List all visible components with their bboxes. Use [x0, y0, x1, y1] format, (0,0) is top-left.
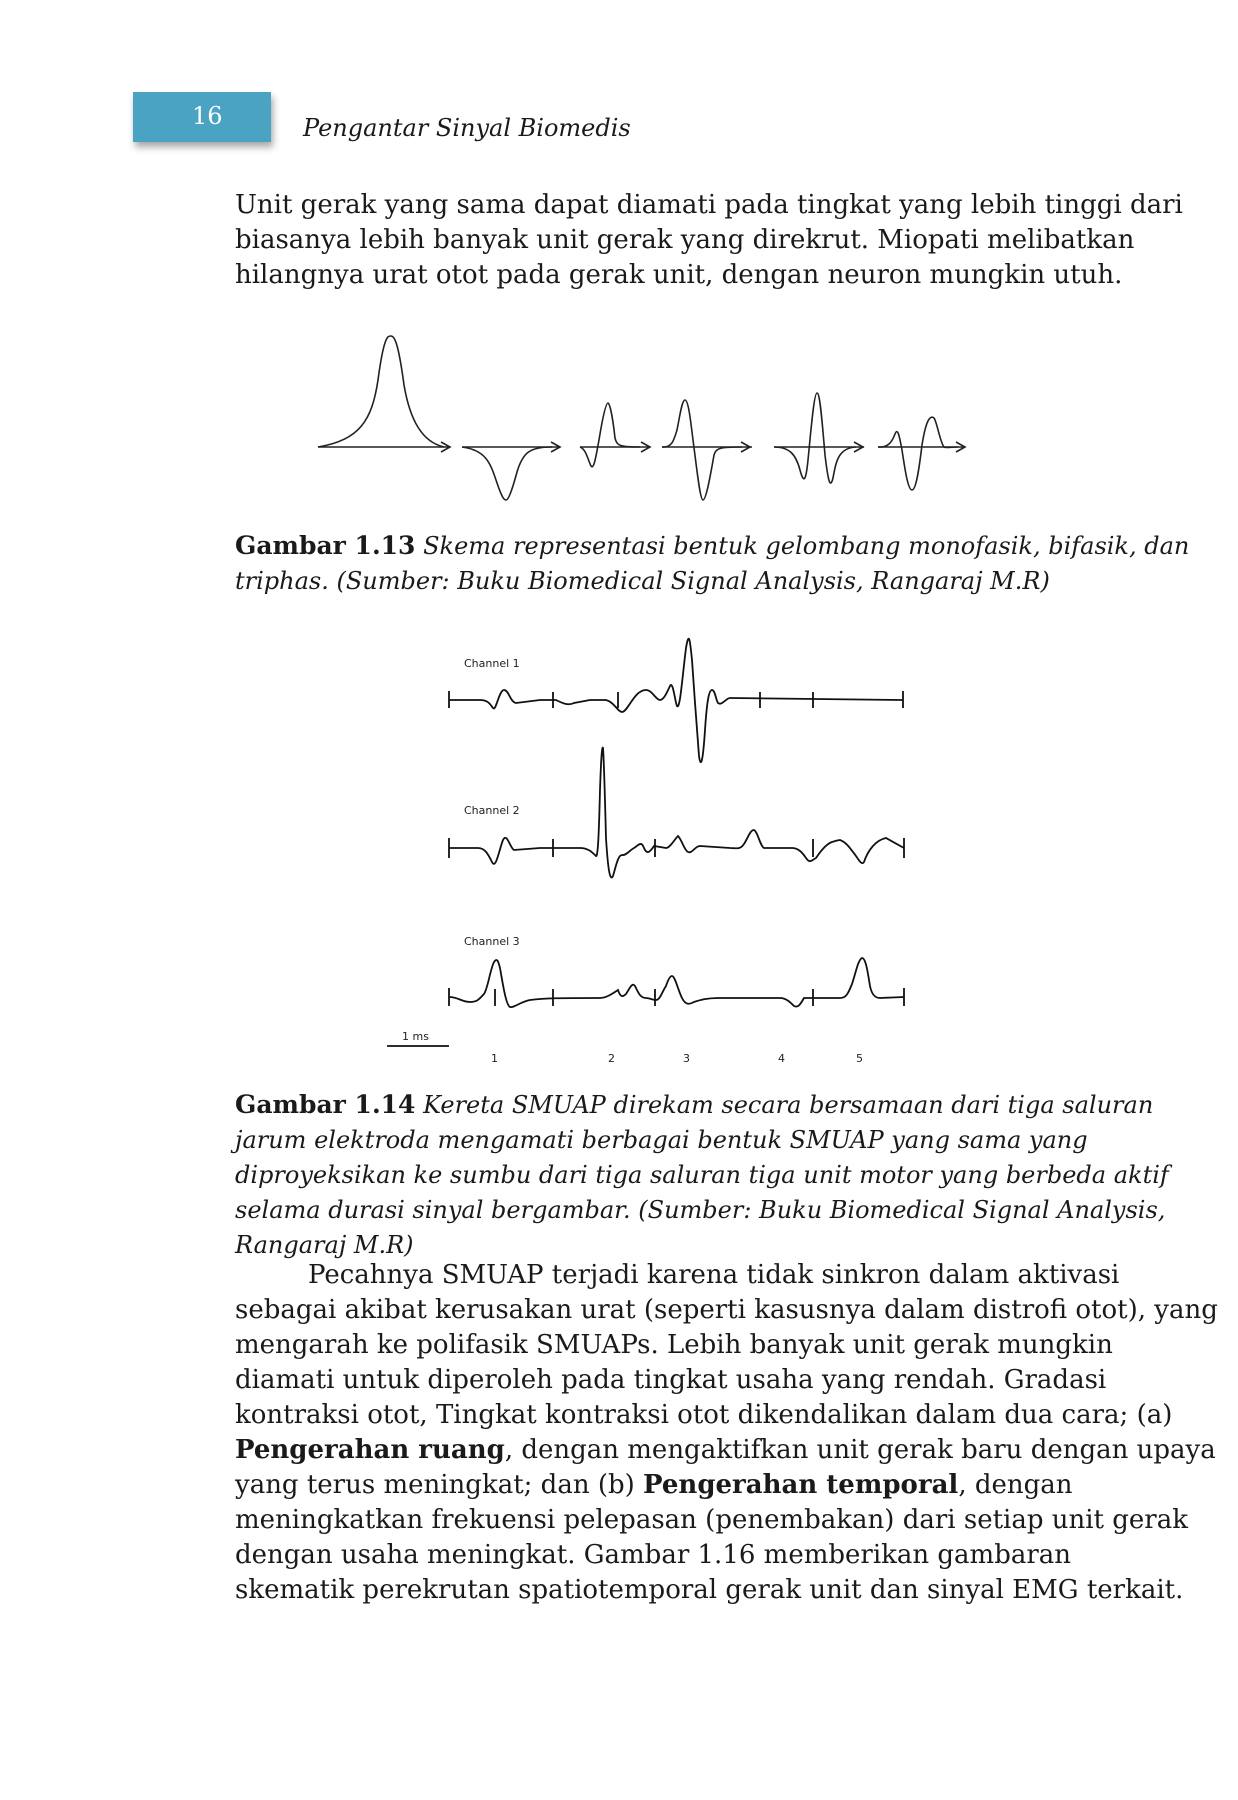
caption-text: Kereta SMUAP direkam secara bersamaan da…: [423, 1091, 1154, 1119]
body-paragraph: Pecahnya SMUAP terjadi karena tidak sink…: [235, 1258, 1218, 1608]
caption-text: Rangaraj M.R): [235, 1231, 414, 1259]
figure-1-13-label: Gambar 1.13: [235, 531, 416, 560]
running-title: Pengantar Sinyal Biomedis: [303, 114, 631, 142]
body-text: yang terus meningkat; dan (b): [235, 1470, 644, 1500]
caption-line: jarum elektroda mengamati berbagai bentu…: [235, 1123, 1088, 1158]
caption-text: selama durasi sinyal bergambar. (Sumber:…: [235, 1196, 1166, 1224]
caption-line: selama durasi sinyal bergambar. (Sumber:…: [235, 1193, 1165, 1228]
waveform-biphasic: [579, 402, 652, 468]
scale-label: 1 ms: [402, 1030, 429, 1043]
unit-marker: 2: [608, 1052, 615, 1065]
figure-1-14-caption: Gambar 1.14 Kereta SMUAP direkam secara …: [235, 1087, 1169, 1263]
intro-line: biasanya lebih banyak unit gerak yang di…: [235, 225, 1135, 255]
waveform-triphasic-2: [773, 392, 865, 484]
figure-1-13-waveforms: [317, 335, 967, 501]
caption-text: jarum elektroda mengamati berbagai bentu…: [235, 1126, 1088, 1154]
intro-paragraph: Unit gerak yang sama dapat diamati pada …: [235, 188, 1183, 293]
term-temporal-recruitment: Pengerahan temporal: [643, 1470, 959, 1500]
body-line: sebagai akibat kerusakan urat (seperti k…: [235, 1295, 1218, 1325]
body-line: kontraksi otot, Tingkat kontraksi otot d…: [235, 1400, 1173, 1430]
channel-2-label: Channel 2: [464, 804, 520, 817]
caption-line: Rangaraj M.R): [235, 1228, 1052, 1263]
caption-text: Skema representasi bentuk gelombang mono…: [423, 532, 1190, 560]
waveform-monophasic-negative: [461, 441, 562, 501]
channel-2-trace: [448, 746, 905, 879]
page-number: 16: [192, 102, 223, 130]
body-line: diamati untuk diperoleh pada tingkat usa…: [235, 1365, 1107, 1395]
caption-line: Gambar 1.14 Kereta SMUAP direkam secara …: [235, 1087, 1153, 1123]
body-line: Pecahnya SMUAP terjadi karena tidak sink…: [308, 1260, 1120, 1290]
caption-line: diproyeksikan ke sumbu dari tiga saluran…: [235, 1158, 1169, 1193]
caption-line: triphas. (Sumber: Buku Biomedical Signal…: [235, 564, 1052, 599]
body-line: Pengerahan ruang, dengan mengaktifkan un…: [235, 1433, 1216, 1468]
intro-line: hilangnya urat otot pada gerak unit, den…: [235, 260, 1123, 290]
waveform-triphasic-3: [877, 416, 967, 491]
intro-line: Unit gerak yang sama dapat diamati pada …: [235, 190, 1183, 220]
page-number-tab: 16: [133, 92, 271, 142]
unit-marker: 4: [778, 1052, 785, 1065]
caption-line: Gambar 1.13 Skema representasi bentuk ge…: [235, 528, 1189, 564]
caption-text: diproyeksikan ke sumbu dari tiga saluran…: [235, 1161, 1169, 1189]
channel-1-trace: [448, 637, 904, 763]
unit-marker: 5: [856, 1052, 863, 1065]
term-spatial-recruitment: Pengerahan ruang: [235, 1435, 505, 1465]
body-line: dengan usaha meningkat. Gambar 1.16 memb…: [235, 1540, 1072, 1570]
unit-marker: 1: [491, 1052, 498, 1065]
waveform-triphasic-1: [661, 399, 752, 501]
figure-1-14-smuap-trains: Channel 1 Channel 2 Channel 3: [387, 637, 905, 1065]
unit-marker: 3: [683, 1052, 690, 1065]
channel-1-label: Channel 1: [464, 657, 520, 670]
figure-1-13-caption: Gambar 1.13 Skema representasi bentuk ge…: [235, 528, 1189, 599]
body-text: , dengan mengaktifkan unit gerak baru de…: [504, 1435, 1216, 1465]
channel-3-label: Channel 3: [464, 935, 520, 948]
body-line: meningkatkan frekuensi pelepasan (penemb…: [235, 1505, 1188, 1535]
channel-3-trace: [448, 957, 905, 1008]
body-line: yang terus meningkat; dan (b) Pengerahan…: [235, 1468, 1073, 1503]
body-text: , dengan: [958, 1470, 1073, 1500]
body-line: mengarah ke polifasik SMUAPs. Lebih bany…: [235, 1330, 1113, 1360]
waveform-monophasic-positive: [317, 335, 452, 453]
body-line: skematik perekrutan spatiotemporal gerak…: [235, 1575, 1184, 1605]
figure-1-14-label: Gambar 1.14: [235, 1090, 416, 1119]
caption-text: triphas. (Sumber: Buku Biomedical Signal…: [235, 567, 1050, 595]
